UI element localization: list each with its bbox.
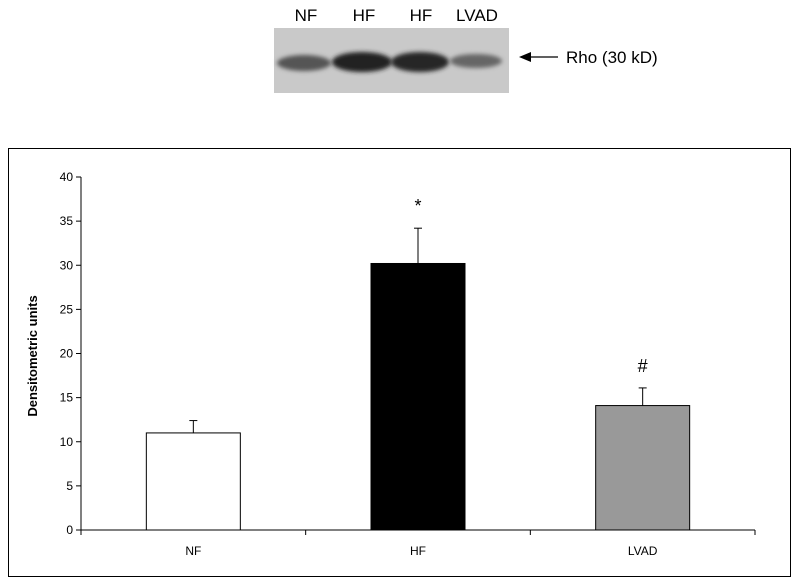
blot-band bbox=[277, 55, 331, 71]
y-tick-label: 0 bbox=[66, 523, 73, 537]
y-tick-label: 15 bbox=[60, 391, 74, 405]
y-tick-label: 10 bbox=[60, 435, 74, 449]
bar bbox=[145, 432, 241, 531]
lane-label: HF bbox=[410, 6, 433, 25]
plot-area: 0 5 10 15 20 25 30 35 40 NF HF * LVAD # bbox=[60, 170, 756, 558]
lane-label: LVAD bbox=[456, 6, 498, 25]
y-axis-label: Densitometric units bbox=[25, 295, 40, 416]
bar-chart: Densitometric units 0 5 10 15 20 25 30 35 40 NF HF… bbox=[8, 148, 791, 577]
band-label: Rho (30 kD) bbox=[566, 48, 658, 67]
bar bbox=[370, 262, 466, 531]
arrow-left-icon bbox=[519, 52, 558, 62]
x-tick-label: LVAD bbox=[628, 544, 658, 558]
lane-label: NF bbox=[295, 6, 318, 25]
x-tick-label: HF bbox=[410, 544, 426, 558]
chart-border bbox=[8, 148, 791, 577]
blot-band bbox=[391, 52, 449, 72]
lane-label: HF bbox=[353, 6, 376, 25]
y-tick-label: 40 bbox=[60, 170, 74, 184]
western-blot-panel: NF HF HF LVAD Rho (30 kD) bbox=[274, 6, 658, 93]
blot-band bbox=[450, 54, 502, 68]
x-tick-label: NF bbox=[185, 544, 201, 558]
y-tick-label: 20 bbox=[60, 347, 74, 361]
y-tick-label: 25 bbox=[60, 302, 74, 316]
y-tick-label: 30 bbox=[60, 258, 74, 272]
blot-band bbox=[332, 52, 392, 72]
bar bbox=[595, 405, 691, 531]
y-tick-label: 5 bbox=[66, 479, 73, 493]
y-tick-label: 35 bbox=[60, 214, 74, 228]
significance-marker: # bbox=[638, 356, 648, 376]
significance-marker: * bbox=[414, 196, 421, 216]
